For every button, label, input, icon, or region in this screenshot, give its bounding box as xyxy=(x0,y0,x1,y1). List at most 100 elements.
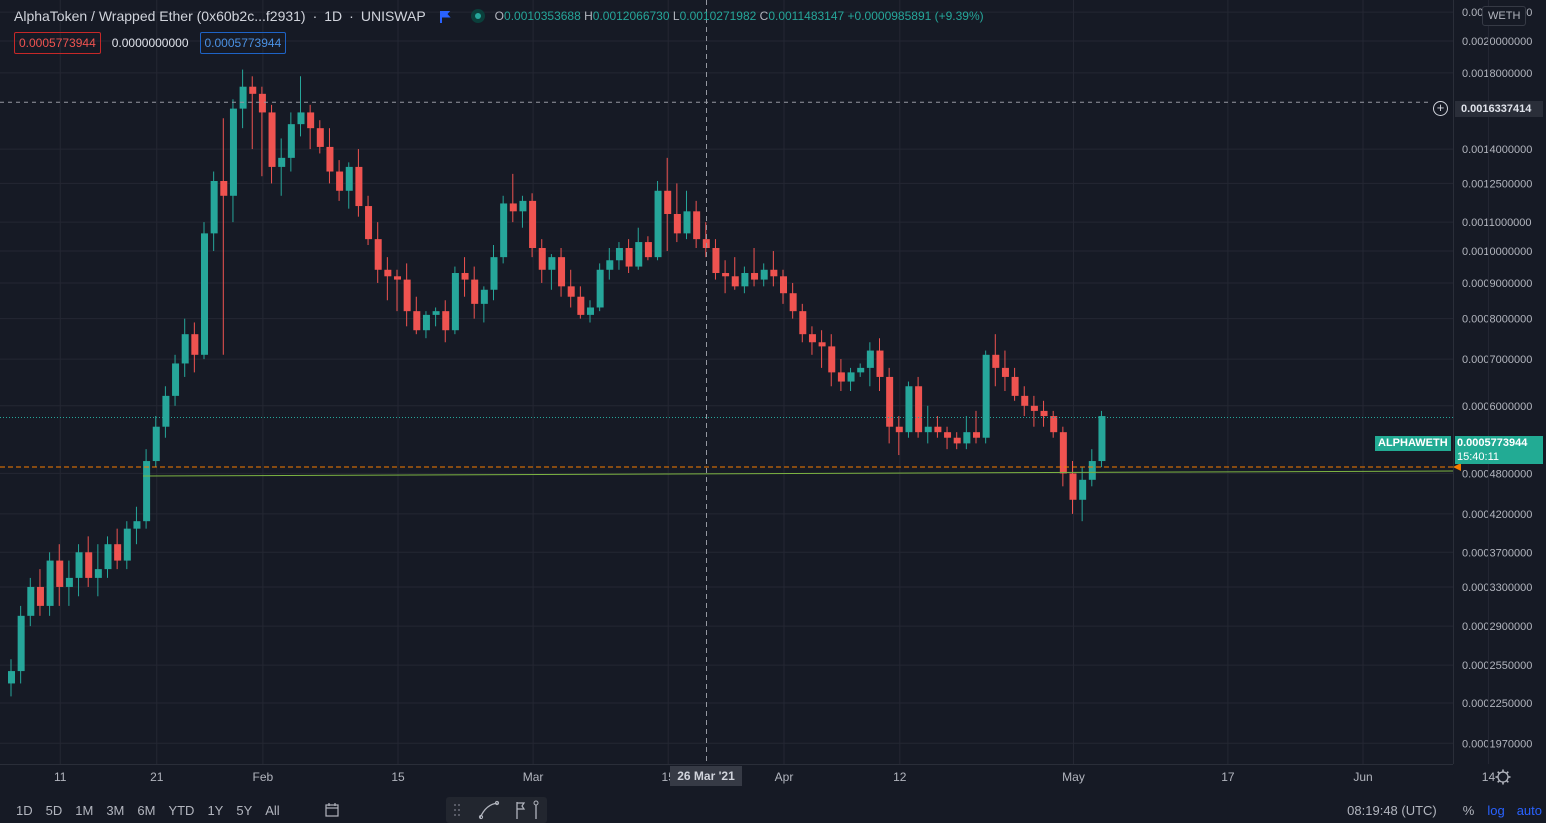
currency-badge[interactable]: WETH xyxy=(1482,6,1527,26)
candle-body xyxy=(548,257,556,270)
utc-clock[interactable]: 08:19:48 (UTC) xyxy=(1347,803,1437,818)
candle-body xyxy=(780,276,787,294)
candle-body xyxy=(789,293,797,312)
close-value: 0.0011483147 xyxy=(768,9,845,23)
candle-body xyxy=(133,521,141,529)
chart-flag-icon[interactable] xyxy=(439,10,451,23)
candle-body xyxy=(1098,416,1106,462)
bar-countdown: 15:40:11 xyxy=(1457,451,1500,463)
orange-line-marker xyxy=(1453,463,1461,471)
candle-body xyxy=(191,334,199,355)
price-axis-label: 0.0003700000 xyxy=(1462,547,1532,559)
candle-body xyxy=(577,296,585,315)
candle-body xyxy=(461,273,469,280)
candle-body xyxy=(1069,473,1077,500)
candle-body xyxy=(239,86,247,109)
time-axis-label: 12 xyxy=(893,770,907,784)
timeframe-ytd[interactable]: YTD xyxy=(168,803,195,818)
candle-body xyxy=(451,273,459,331)
candle-body xyxy=(722,273,730,277)
candle-body xyxy=(683,211,691,234)
settings-gear-icon[interactable] xyxy=(1497,771,1509,783)
candle-body xyxy=(509,203,517,212)
time-axis-label: Feb xyxy=(253,770,274,784)
candle-body xyxy=(558,257,566,287)
timeframe-1y[interactable]: 1Y xyxy=(207,803,224,818)
timeframe-5d[interactable]: 5D xyxy=(45,803,63,818)
candle-body xyxy=(992,354,1000,368)
candle-body xyxy=(403,279,411,312)
candle-body xyxy=(519,200,527,212)
price-axis-label: 0.0011000000 xyxy=(1462,217,1532,229)
auto-scale-toggle[interactable]: auto xyxy=(1516,803,1542,818)
price-axis-label: 0.0002250000 xyxy=(1462,698,1532,710)
candle-body xyxy=(693,211,701,240)
candle-body xyxy=(162,395,170,427)
candle-body xyxy=(973,432,980,438)
candle-body xyxy=(857,367,865,373)
candle-body xyxy=(818,342,826,347)
time-axis-label: Jun xyxy=(1353,770,1372,784)
candle-body xyxy=(741,273,749,287)
symbol-title[interactable]: AlphaToken / Wrapped Ether (0x60b2c...f2… xyxy=(14,8,306,24)
candle-body xyxy=(615,248,623,261)
trend-line-icon[interactable] xyxy=(478,800,500,820)
low-value: 0.0010271982 xyxy=(679,9,757,23)
candle-body xyxy=(673,213,681,234)
timeframe-3m[interactable]: 3M xyxy=(106,803,125,818)
candle-body xyxy=(65,577,73,587)
candle-body xyxy=(172,363,180,396)
candle-body xyxy=(8,671,15,684)
candle-body xyxy=(297,112,305,125)
candle-body xyxy=(1011,376,1019,396)
percent-scale-toggle[interactable]: % xyxy=(1462,803,1475,818)
candle-body xyxy=(345,166,353,191)
indicator-value-blue[interactable]: 0.0005773944 xyxy=(199,32,287,54)
candle-body xyxy=(307,112,315,129)
indicator-value-red[interactable]: 0.0005773944 xyxy=(14,32,101,54)
timeframe-5y[interactable]: 5Y xyxy=(236,803,253,818)
candle-body xyxy=(895,426,903,433)
candle-body xyxy=(422,314,430,331)
add-alert-icon[interactable]: + xyxy=(1433,101,1448,116)
price-axis-label: 0.0001970000 xyxy=(1462,738,1532,750)
time-axis-label: 21 xyxy=(150,770,164,784)
candle-body xyxy=(799,311,807,335)
time-axis-label: 15 xyxy=(391,770,405,784)
gear-tooth xyxy=(1505,779,1509,783)
time-axis-label: 11 xyxy=(54,770,67,784)
candle-body xyxy=(905,386,913,433)
candle-body xyxy=(384,269,392,277)
candle-body xyxy=(287,124,295,158)
candle-body xyxy=(982,354,990,438)
candle-body xyxy=(36,586,44,606)
candle-body xyxy=(1088,461,1096,480)
candle-body xyxy=(17,615,25,672)
timeframe-all[interactable]: All xyxy=(265,803,280,818)
time-axis-label: Apr xyxy=(775,770,794,784)
trend-line-drawing xyxy=(142,470,1454,477)
price-axis-label: 0.0003300000 xyxy=(1462,582,1532,594)
fib-tool-icon[interactable] xyxy=(514,800,540,820)
timeframe-6m[interactable]: 6M xyxy=(137,803,156,818)
log-scale-toggle[interactable]: log xyxy=(1487,803,1505,818)
open-value: 0.0010353688 xyxy=(504,9,581,23)
timeframe-1d[interactable]: 1D xyxy=(16,803,33,818)
price-axis-label: 0.0012500000 xyxy=(1462,178,1532,190)
drag-handle-icon[interactable] xyxy=(452,802,462,818)
candle-body xyxy=(500,203,508,258)
time-axis-label: May xyxy=(1062,770,1085,784)
timeframe-1m[interactable]: 1M xyxy=(75,803,94,818)
candle-body xyxy=(712,248,720,274)
scale-controls: 08:19:48 (UTC) % log auto xyxy=(1347,803,1542,818)
interval-label[interactable]: 1D xyxy=(324,8,343,24)
candle-body xyxy=(1030,405,1038,411)
timeframe-selector: 1D 5D 1M 3M 6M YTD 1Y 5Y All xyxy=(16,803,293,818)
candle-body xyxy=(374,239,382,270)
candle-body xyxy=(847,372,855,382)
calendar-range-icon[interactable] xyxy=(324,802,340,818)
indicator-inputs: 0.0005773944 0.0000000000 0.0005773944 xyxy=(14,32,287,54)
candle-body xyxy=(143,461,151,522)
candle-body xyxy=(924,426,932,433)
